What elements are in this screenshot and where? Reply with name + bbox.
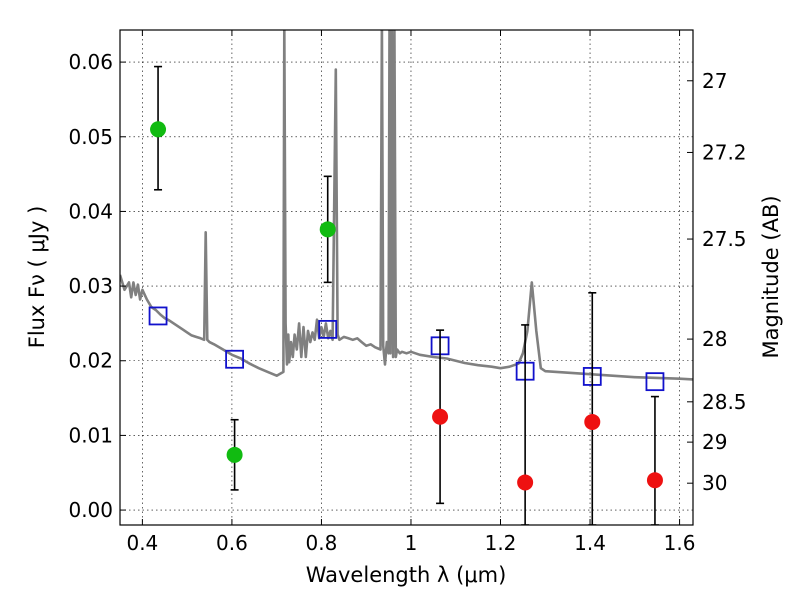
low-snr-flux-point [584,413,601,430]
x-axis-label: Wavelength λ (μm) [306,563,507,587]
model-square-point [225,349,245,369]
low-snr-flux-point [646,472,663,489]
x-tick-label: 0.4 [126,531,158,555]
model-square-point [645,372,665,392]
x-tick-label: 1.6 [664,531,696,555]
model-spectrum-line [120,30,693,381]
spectrum-layer [120,30,693,381]
detected-flux-point [150,121,167,138]
grid-layer [120,30,693,525]
y-axis-label: Flux Fν ( μJy ) [25,206,49,349]
y2-tick-label: 27.5 [702,227,747,251]
y2-tick-label: 27 [702,69,727,93]
y-tick-label: 0.04 [68,199,113,223]
model-square-point [148,306,168,326]
y-tick-label: 0.05 [68,125,113,149]
y2-tick-label: 30 [702,471,727,495]
low-snr-flux-point [517,474,534,491]
model-square-point [318,319,338,339]
y-tick-label: 0.06 [68,50,113,74]
x-tick-label: 1 [405,531,418,555]
x-tick-label: 0.8 [306,531,338,555]
y2-tick-label: 28.5 [702,390,747,414]
y-tick-label: 0.02 [68,349,113,373]
y2-tick-label: 29 [702,430,727,454]
detected-flux-point [319,221,336,238]
y2-axis-label: Magnitude (AB) [759,195,783,358]
x-tick-label: 1.2 [485,531,517,555]
y-tick-label: 0.01 [68,423,113,447]
x-tick-label: 1.4 [574,531,606,555]
low-snr-flux-point [432,408,449,425]
marks-layer [148,65,665,525]
y2-tick-label: 28 [702,327,727,351]
plot-frame [119,29,694,526]
ticks-layer: 0.4 0.6 0.8 1 1.2 1.4 1.6 0.00 0.01 0.02 0.03 0.04 0… [68,30,747,555]
y2-tick-label: 27.2 [702,140,747,164]
y-tick-label: 0.03 [68,274,113,298]
detected-flux-point [226,446,243,463]
x-tick-label: 0.6 [216,531,248,555]
y-tick-label: 0.00 [68,498,113,522]
